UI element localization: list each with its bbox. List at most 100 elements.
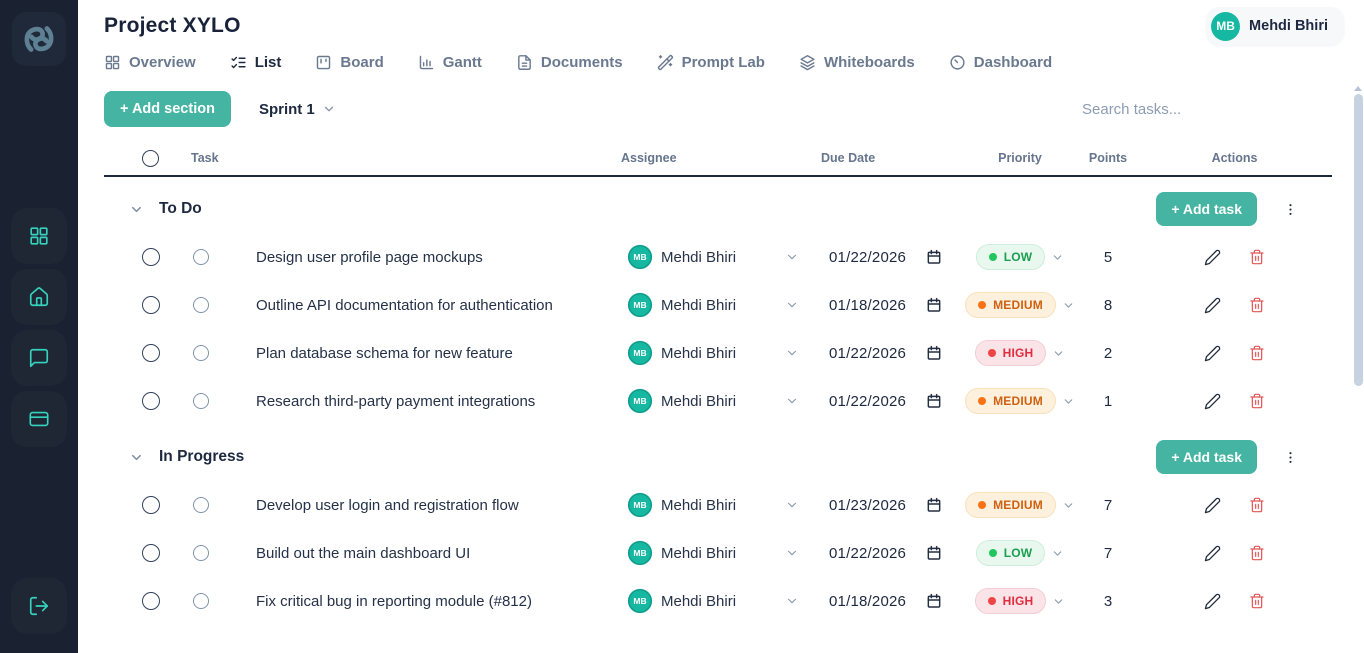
priority-cell[interactable]: MEDIUM	[961, 492, 1079, 518]
row-select-circle[interactable]	[142, 592, 160, 610]
delete-task-button[interactable]	[1247, 343, 1267, 363]
assignee-cell[interactable]: MB Mehdi Bhiri	[621, 245, 811, 269]
add-section-button[interactable]: + Add section	[104, 91, 231, 127]
due-date-cell[interactable]: 01/22/2026	[811, 545, 961, 562]
task-status-circle[interactable]	[193, 545, 209, 561]
assignee-cell[interactable]: MB Mehdi Bhiri	[621, 589, 811, 613]
section-collapse-button[interactable]	[129, 202, 144, 217]
task-title[interactable]: Design user profile page mockups	[256, 248, 483, 266]
delete-task-button[interactable]	[1247, 391, 1267, 411]
task-title[interactable]: Develop user login and registration flow	[256, 496, 519, 514]
scrollbar-thumb[interactable]	[1353, 94, 1363, 386]
due-date-cell[interactable]: 01/18/2026	[811, 593, 961, 610]
delete-task-button[interactable]	[1247, 295, 1267, 315]
pencil-icon	[1204, 345, 1221, 362]
row-select-circle[interactable]	[142, 296, 160, 314]
assignee-cell[interactable]: MB Mehdi Bhiri	[621, 541, 811, 565]
delete-task-button[interactable]	[1247, 543, 1267, 563]
priority-cell[interactable]: MEDIUM	[961, 388, 1079, 414]
edit-task-button[interactable]	[1202, 543, 1223, 564]
edit-task-button[interactable]	[1202, 591, 1223, 612]
task-status-circle[interactable]	[193, 345, 209, 361]
assignee-cell[interactable]: MB Mehdi Bhiri	[621, 341, 811, 365]
task-status-circle[interactable]	[193, 297, 209, 313]
tab-whiteboards[interactable]: Whiteboards	[799, 54, 915, 71]
select-all-circle[interactable]	[142, 149, 159, 167]
edit-task-button[interactable]	[1202, 295, 1223, 316]
priority-cell[interactable]: HIGH	[961, 588, 1079, 614]
chevron-down-icon	[1062, 395, 1075, 408]
priority-dot-icon	[978, 501, 987, 509]
assignee-cell[interactable]: MB Mehdi Bhiri	[621, 389, 811, 413]
col-header-points: Points	[1088, 151, 1128, 165]
row-select-circle[interactable]	[142, 392, 160, 410]
calendar-icon[interactable]	[926, 593, 942, 609]
section-menu-button[interactable]	[1279, 446, 1302, 469]
due-date-cell[interactable]: 01/22/2026	[811, 249, 961, 266]
logout-button[interactable]	[11, 578, 67, 634]
due-date-cell[interactable]: 01/18/2026	[811, 297, 961, 314]
sidebar-item-card[interactable]	[11, 391, 67, 447]
tab-overview[interactable]: Overview	[104, 54, 196, 71]
priority-cell[interactable]: LOW	[961, 244, 1079, 270]
priority-cell[interactable]: HIGH	[961, 340, 1079, 366]
calendar-icon[interactable]	[926, 393, 942, 409]
edit-task-button[interactable]	[1202, 391, 1223, 412]
delete-task-button[interactable]	[1247, 591, 1267, 611]
task-title[interactable]: Research third-party payment integration…	[256, 392, 536, 410]
sidebar-item-home[interactable]	[11, 269, 67, 325]
calendar-icon[interactable]	[926, 497, 942, 513]
tab-documents[interactable]: Documents	[516, 54, 623, 71]
due-date-cell[interactable]: 01/22/2026	[811, 393, 961, 410]
row-select-circle[interactable]	[142, 248, 160, 266]
section-collapse-button[interactable]	[129, 450, 144, 465]
app-logo[interactable]	[12, 12, 66, 66]
sidebar-item-chat[interactable]	[11, 330, 67, 386]
edit-task-button[interactable]	[1202, 495, 1223, 516]
task-title[interactable]: Fix critical bug in reporting module (#8…	[256, 592, 532, 610]
tab-board[interactable]: Board	[315, 54, 384, 71]
wand-icon	[657, 54, 674, 71]
priority-cell[interactable]: LOW	[961, 540, 1079, 566]
delete-task-button[interactable]	[1247, 495, 1267, 515]
chevron-down-icon	[1062, 499, 1075, 512]
task-status-circle[interactable]	[193, 249, 209, 265]
search-input[interactable]	[1082, 100, 1332, 118]
add-task-button[interactable]: + Add task	[1156, 440, 1257, 474]
row-select-circle[interactable]	[142, 496, 160, 514]
actions-cell	[1137, 591, 1332, 612]
priority-cell[interactable]: MEDIUM	[961, 292, 1079, 318]
pencil-icon	[1204, 545, 1221, 562]
calendar-icon[interactable]	[926, 297, 942, 313]
edit-task-button[interactable]	[1202, 343, 1223, 364]
vertical-scrollbar[interactable]	[1352, 86, 1364, 653]
sidebar-item-apps[interactable]	[11, 208, 67, 264]
due-date-cell[interactable]: 01/22/2026	[811, 345, 961, 362]
sprint-selector[interactable]: Sprint 1	[259, 101, 336, 118]
add-task-button[interactable]: + Add task	[1156, 192, 1257, 226]
task-status-circle[interactable]	[193, 393, 209, 409]
tab-dashboard[interactable]: Dashboard	[949, 54, 1052, 71]
calendar-icon[interactable]	[926, 249, 942, 265]
task-title[interactable]: Outline API documentation for authentica…	[256, 296, 553, 314]
row-select-circle[interactable]	[142, 544, 160, 562]
chevron-down-icon	[1062, 299, 1075, 312]
due-date-cell[interactable]: 01/23/2026	[811, 497, 961, 514]
assignee-cell[interactable]: MB Mehdi Bhiri	[621, 493, 811, 517]
tab-gantt[interactable]: Gantt	[418, 54, 482, 71]
calendar-icon[interactable]	[926, 345, 942, 361]
edit-task-button[interactable]	[1202, 247, 1223, 268]
assignee-cell[interactable]: MB Mehdi Bhiri	[621, 293, 811, 317]
task-title[interactable]: Plan database schema for new feature	[256, 344, 513, 362]
calendar-icon[interactable]	[926, 545, 942, 561]
row-select-circle[interactable]	[142, 344, 160, 362]
user-menu[interactable]: MB Mehdi Bhiri	[1206, 7, 1344, 45]
section-menu-button[interactable]	[1279, 198, 1302, 221]
tab-prompt-lab[interactable]: Prompt Lab	[657, 54, 765, 71]
task-status-circle[interactable]	[193, 497, 209, 513]
tab-list[interactable]: List	[230, 54, 281, 71]
scroll-up-arrow-icon[interactable]	[1354, 86, 1362, 91]
task-status-circle[interactable]	[193, 593, 209, 609]
delete-task-button[interactable]	[1247, 247, 1267, 267]
task-title[interactable]: Build out the main dashboard UI	[256, 544, 471, 562]
